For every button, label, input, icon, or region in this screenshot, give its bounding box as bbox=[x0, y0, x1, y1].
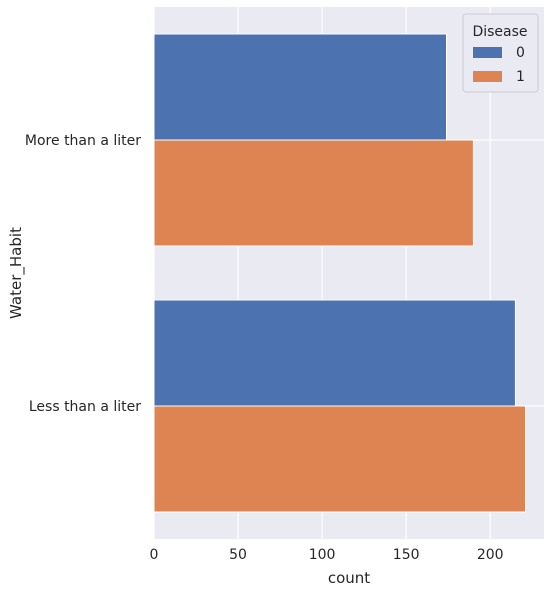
x-tick-label: 150 bbox=[393, 547, 420, 563]
bar-less-than-a-liter-disease-1 bbox=[153, 405, 527, 513]
y-tick-label: More than a liter bbox=[25, 133, 141, 149]
bar-less-than-a-liter-disease-0 bbox=[153, 299, 516, 407]
bars bbox=[153, 33, 527, 513]
x-tick-labels: 0 50 100 150 200 bbox=[150, 547, 504, 563]
x-tick-label: 200 bbox=[477, 547, 504, 563]
bar-more-than-a-liter-disease-0 bbox=[153, 33, 447, 141]
legend-swatch bbox=[473, 71, 502, 82]
legend-swatch bbox=[473, 47, 502, 58]
y-axis-label: Water_Habit bbox=[7, 227, 26, 319]
bar-more-than-a-liter-disease-1 bbox=[153, 139, 474, 247]
legend: Disease 0 1 bbox=[462, 13, 539, 93]
x-axis-label: count bbox=[328, 569, 370, 587]
legend-entry-label: 0 bbox=[516, 45, 525, 61]
x-tick-label: 100 bbox=[309, 547, 336, 563]
x-tick-label: 50 bbox=[229, 547, 247, 563]
legend-title: Disease bbox=[472, 24, 527, 40]
y-tick-labels: More than a liter Less than a liter bbox=[25, 133, 141, 415]
legend-entry-label: 1 bbox=[516, 69, 525, 85]
x-tick-label: 0 bbox=[150, 547, 159, 563]
y-tick-label: Less than a liter bbox=[29, 399, 141, 415]
